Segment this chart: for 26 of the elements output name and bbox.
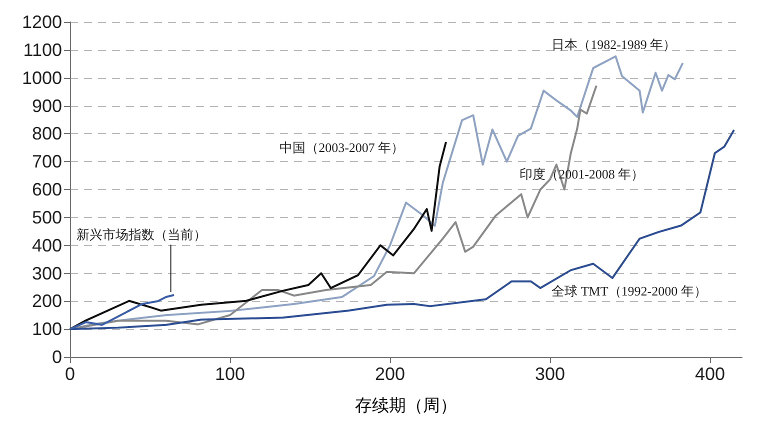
x-axis-title: 存续期（周）	[355, 396, 457, 415]
y-tick-label: 700	[32, 152, 62, 172]
x-tick-label: 0	[64, 364, 76, 384]
x-tick-label: 100	[214, 364, 246, 384]
series-label: 全球 TMT（1992-2000 年）	[552, 283, 707, 298]
y-tick-label: 1100	[23, 40, 62, 60]
y-tick-label: 800	[32, 124, 62, 144]
series-label: 印度（2001-2008 年）	[520, 166, 644, 182]
y-tick-label: 300	[32, 263, 62, 284]
y-tick-label: 500	[32, 207, 62, 228]
text: 新兴市场指数（当前）	[76, 227, 206, 242]
y-tick-label: 100	[32, 319, 62, 340]
y-tick-label: 200	[32, 291, 62, 312]
x-tick-label: 200	[374, 364, 406, 384]
y-tick-label: 0	[52, 347, 62, 367]
line-series	[69, 129, 735, 330]
y-tick-label: 600	[32, 180, 62, 200]
x-tick-label: 400	[694, 364, 726, 384]
series-label: 日本（1982-1989 年）	[552, 36, 676, 52]
y-tick-label: 1000	[22, 68, 62, 88]
x-tick-label: 300	[534, 364, 566, 384]
y-tick-label: 1200	[22, 12, 62, 32]
y-tick-label: 900	[32, 96, 62, 116]
text: 中国（2003-2007 年）	[280, 140, 404, 156]
y-tick-label: 400	[32, 235, 62, 256]
line-series	[69, 294, 175, 330]
